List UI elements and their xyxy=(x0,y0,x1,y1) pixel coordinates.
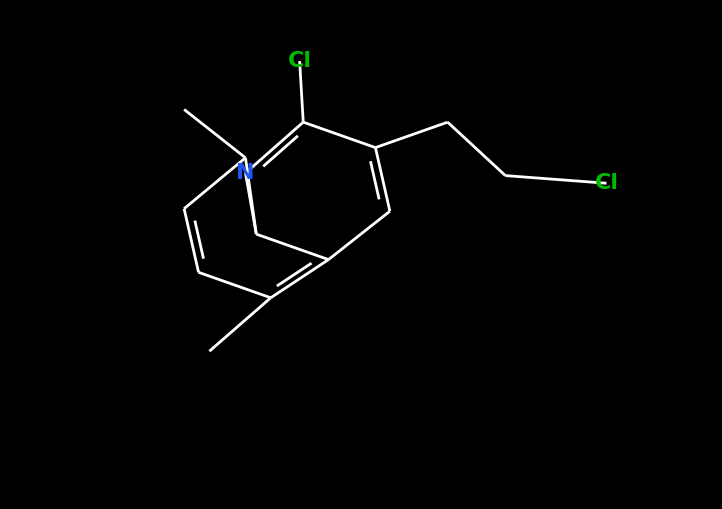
Text: N: N xyxy=(236,163,255,183)
Text: Cl: Cl xyxy=(287,51,312,71)
Text: Cl: Cl xyxy=(594,173,619,193)
